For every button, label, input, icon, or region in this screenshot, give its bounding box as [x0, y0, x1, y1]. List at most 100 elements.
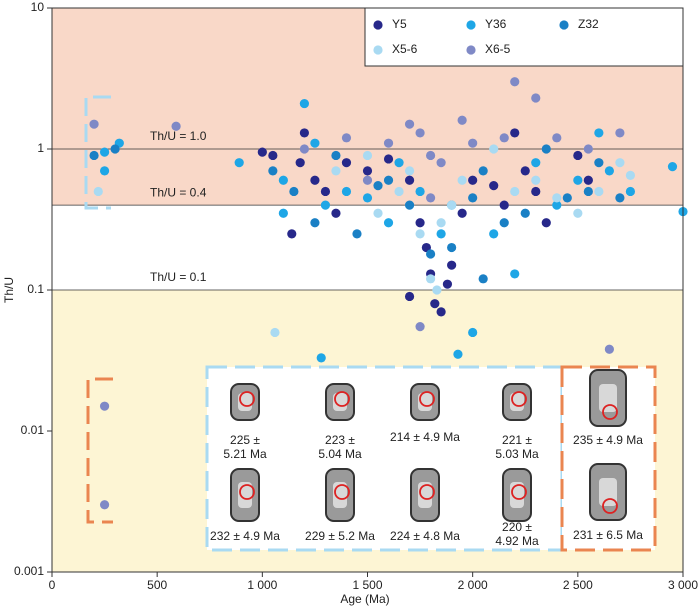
point	[394, 158, 404, 168]
y-tick-label: 0.1	[27, 282, 44, 296]
inset: 225 ±5.21 Ma 223 ±5.04 Ma 214 ± 4.9 Ma 221 …	[205, 365, 657, 552]
point	[268, 166, 278, 176]
grain-label: 214 ± 4.9 Ma	[390, 430, 460, 444]
x-tick-label: 1 500	[352, 578, 382, 592]
point	[415, 186, 425, 197]
point	[436, 218, 446, 228]
x-tick-label: 2 500	[563, 578, 593, 592]
legend-label: Y36	[485, 17, 507, 31]
point	[299, 128, 309, 138]
point	[583, 175, 593, 185]
point	[604, 166, 614, 176]
point	[468, 175, 478, 185]
point	[310, 218, 320, 228]
point	[299, 98, 309, 109]
point	[373, 208, 383, 218]
point	[99, 147, 110, 157]
point	[489, 144, 499, 154]
grain-label: 224 ± 4.8 Ma	[390, 529, 460, 543]
point	[426, 193, 436, 203]
point	[295, 158, 305, 168]
point	[667, 162, 678, 172]
spot	[419, 484, 435, 500]
point	[257, 147, 267, 157]
grain-label: 235 ± 4.9 Ma	[573, 433, 643, 447]
point	[552, 193, 562, 203]
point	[331, 208, 341, 218]
point	[510, 77, 520, 87]
point	[331, 166, 341, 176]
point	[110, 144, 120, 154]
point	[436, 158, 446, 168]
point	[299, 144, 309, 154]
y-tick-label: 0.001	[14, 564, 44, 578]
point	[99, 500, 110, 510]
point	[468, 193, 478, 203]
legend-label: Y5	[392, 17, 407, 31]
spot	[334, 484, 350, 500]
point	[594, 186, 604, 197]
y-tick-label: 0.01	[21, 423, 45, 437]
point	[362, 193, 373, 203]
point	[573, 175, 583, 185]
legend-marker	[373, 20, 383, 30]
point	[510, 269, 520, 279]
point	[426, 274, 436, 284]
point	[320, 200, 331, 210]
point	[573, 150, 583, 161]
point	[426, 150, 436, 161]
legend-box	[364, 7, 684, 67]
threshold-label: Th/U = 1.0	[150, 129, 207, 143]
grain-label: 229 ± 5.2 Ma	[305, 529, 375, 543]
y-tick-label: 10	[31, 0, 45, 14]
point	[531, 93, 541, 103]
point	[341, 133, 352, 143]
point	[415, 218, 425, 228]
point	[478, 274, 488, 284]
spot	[239, 484, 255, 500]
point	[383, 138, 394, 148]
point	[362, 166, 373, 176]
point	[89, 150, 99, 161]
spot	[511, 484, 527, 500]
point	[573, 208, 583, 218]
point	[362, 175, 373, 185]
grain-label: 225 ±	[230, 433, 260, 447]
threshold-label: Th/U = 0.1	[150, 270, 207, 284]
point	[541, 218, 551, 228]
point	[615, 193, 625, 203]
grain-label: 223 ±	[325, 433, 355, 447]
point	[436, 307, 446, 317]
point	[499, 200, 509, 210]
point	[541, 144, 551, 154]
point	[468, 327, 478, 338]
grain-core	[599, 384, 617, 412]
point	[594, 158, 604, 168]
point	[583, 144, 593, 154]
legend-marker	[466, 45, 476, 55]
point	[594, 128, 604, 138]
point	[287, 229, 297, 239]
x-tick-label: 3 000	[668, 578, 698, 592]
y-tick-label: 1	[37, 141, 44, 155]
point	[415, 229, 425, 239]
point	[415, 128, 425, 138]
zone	[52, 205, 683, 290]
point	[316, 353, 326, 363]
point	[432, 285, 442, 295]
point	[341, 186, 352, 197]
point	[531, 186, 541, 197]
x-tick-label: 1 000	[247, 578, 277, 592]
point	[404, 175, 415, 185]
point	[442, 279, 453, 289]
grain-label: 231 ± 6.5 Ma	[573, 528, 643, 542]
grain-label: 4.92 Ma	[495, 534, 539, 548]
point	[404, 166, 415, 176]
bracket	[84, 95, 111, 210]
point	[394, 186, 404, 197]
spot	[511, 391, 527, 407]
point	[234, 158, 244, 168]
point	[436, 229, 446, 239]
point	[531, 175, 541, 185]
